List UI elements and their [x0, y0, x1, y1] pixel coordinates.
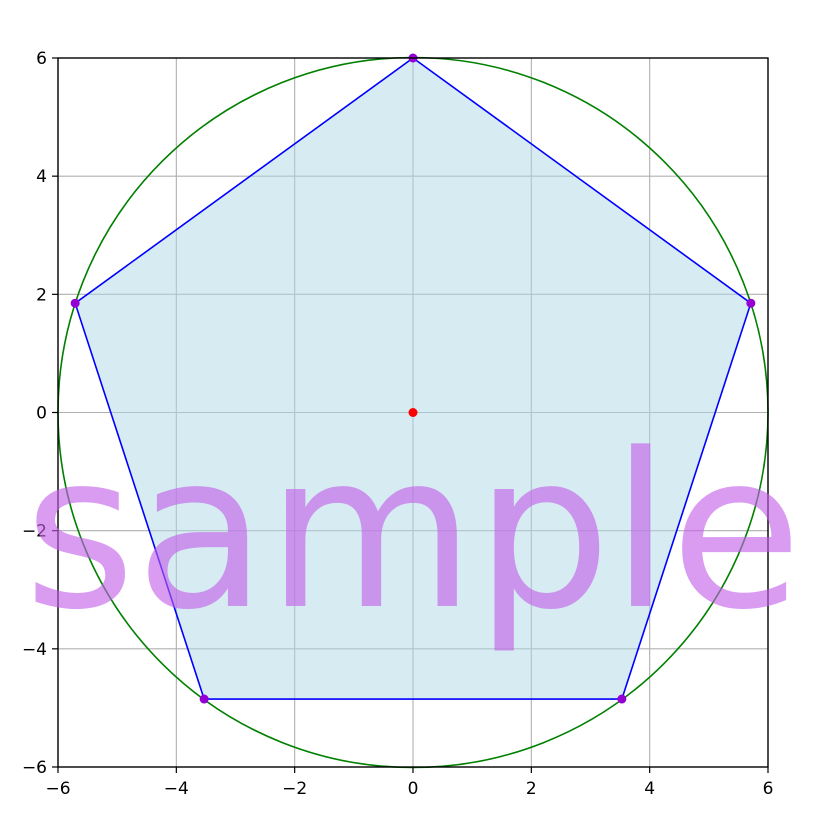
y-tick-label: 0	[36, 404, 47, 424]
x-tick-label: 0	[408, 779, 419, 799]
pentagon-vertex-point	[746, 298, 756, 308]
x-tick-label: −4	[164, 779, 189, 799]
pentagon-vertex-point	[199, 694, 209, 704]
pentagon-edge	[74, 57, 752, 700]
watermark-text: sample	[24, 408, 802, 657]
y-tick-label: 2	[36, 285, 47, 305]
y-tick-label: −6	[22, 758, 47, 778]
pentagon-layer	[74, 57, 752, 700]
ticks-layer: −6 −4 −2 0 2 4 6 −6 −4 −2 0 2 4 6	[22, 49, 773, 799]
x-tick-label: −2	[282, 779, 307, 799]
center-point	[408, 408, 418, 417]
y-tick-label: 4	[36, 167, 47, 187]
y-tick-label: −4	[22, 640, 47, 660]
x-tick-label: −6	[45, 779, 70, 799]
pentagon-vertex-point	[70, 298, 80, 308]
pentagon-vertex-point	[617, 694, 627, 704]
x-tick-label: 4	[644, 779, 655, 799]
x-tick-label: 6	[763, 779, 774, 799]
pentagon-fill	[75, 58, 751, 700]
x-tick-label: 2	[526, 779, 537, 799]
y-tick-label: 6	[36, 49, 47, 69]
y-tick-label: −2	[22, 522, 47, 542]
